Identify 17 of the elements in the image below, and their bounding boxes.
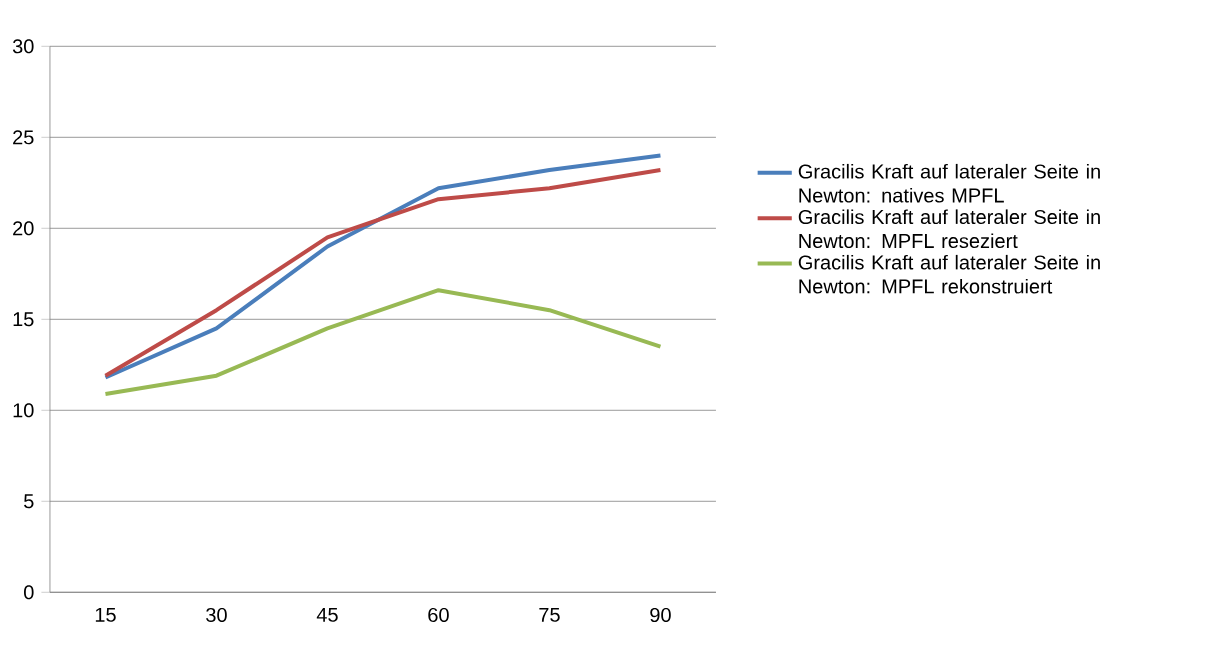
line-series <box>103 288 663 396</box>
y-tick-label: 25 <box>13 130 34 145</box>
y-tick-label: 30 <box>12 39 34 54</box>
x-tick-label: 75 <box>539 607 560 622</box>
x-tick-label: 90 <box>650 607 671 623</box>
y-tick-label: 15 <box>13 312 34 327</box>
legend-label: Gracilis Kraft auf lateraler Seite in Newton: MPFL rekonstruiert <box>798 254 1100 294</box>
y-tick-label: 10 <box>13 403 34 418</box>
x-tick-label: 30 <box>206 607 227 623</box>
x-tick-label: 15 <box>95 607 116 622</box>
y-tick-label: 5 <box>24 494 34 509</box>
x-tick-label: 45 <box>316 607 338 622</box>
y-tick-label: 0 <box>24 585 34 600</box>
legend-label: Gracilis Kraft auf lateraler Seite in Newton: natives MPFL <box>798 163 1100 203</box>
y-tick-label: 20 <box>13 221 34 236</box>
x-tick-label: 60 <box>428 607 449 623</box>
legend-label: Gracilis Kraft auf lateraler Seite in Newton: MPFL reseziert <box>798 209 1100 249</box>
